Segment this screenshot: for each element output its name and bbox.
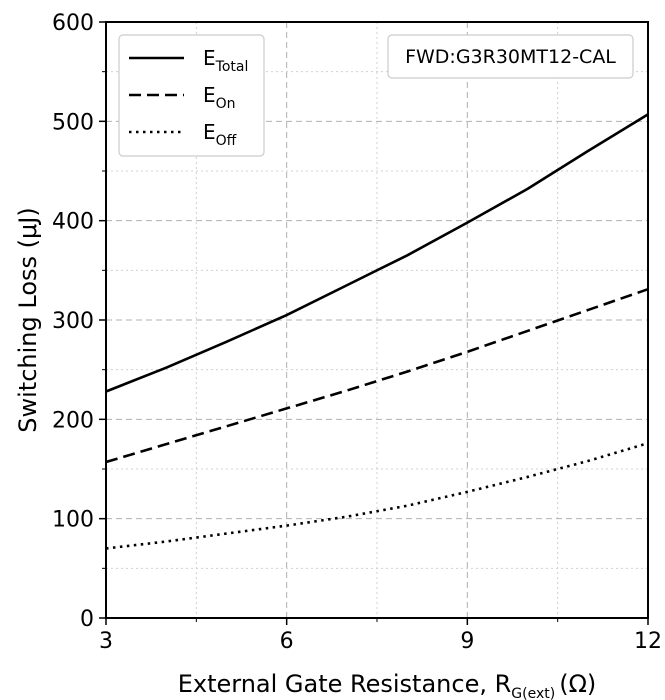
annotation-text: FWD:G3R30MT12-CAL bbox=[405, 46, 616, 68]
x-axis-label: External Gate Resistance, RG(ext) (Ω) bbox=[178, 670, 597, 700]
x-tick-label: 6 bbox=[280, 629, 294, 654]
axis-ticks: 3 6 9 12 0 100 200 300 400 500 600 bbox=[52, 11, 662, 654]
x-tick-label: 9 bbox=[460, 629, 474, 654]
x-tick-label: 12 bbox=[634, 629, 662, 654]
series-line-on bbox=[105, 287, 649, 464]
legend-label-total: ETotal bbox=[203, 46, 248, 75]
y-tick-label: 600 bbox=[52, 11, 94, 36]
annotation-frame bbox=[387, 34, 634, 79]
series-line-total bbox=[105, 113, 649, 393]
series-line-off bbox=[105, 441, 649, 550]
y-tick-label: 300 bbox=[52, 309, 94, 334]
series-lines bbox=[105, 113, 649, 550]
legend-label-off: EOff bbox=[203, 120, 237, 149]
y-tick-label: 100 bbox=[52, 508, 94, 533]
legend-label-on: EOn bbox=[203, 83, 236, 112]
y-tick-label: 200 bbox=[52, 408, 94, 433]
x-tick-label: 3 bbox=[99, 629, 113, 654]
annotation-box: FWD:G3R30MT12-CAL bbox=[387, 34, 634, 79]
y-tick-label: 500 bbox=[52, 110, 94, 135]
y-tick-label: 0 bbox=[80, 607, 94, 632]
legend-box bbox=[118, 34, 265, 157]
y-tick-label: 400 bbox=[52, 210, 94, 235]
legend: ETotal EOn EOff bbox=[118, 34, 265, 157]
y-axis-label: Switching Loss (μJ) bbox=[14, 207, 42, 432]
